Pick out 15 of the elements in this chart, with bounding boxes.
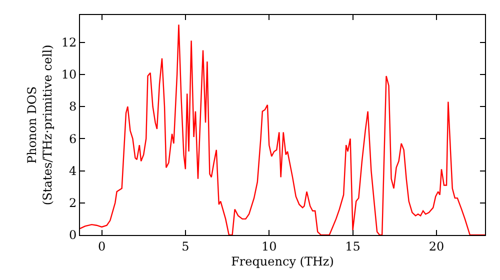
line-series: [80, 24, 485, 235]
x-tick-label: 20: [428, 239, 444, 254]
x-tick-label: 0: [98, 239, 106, 254]
x-tick-label: 10: [261, 239, 277, 254]
x-axis-title: Frequency (THz): [231, 254, 334, 268]
y-tick-label: 12: [61, 36, 77, 50]
y-tick-label: 4: [68, 164, 77, 178]
y-tick-label: 0: [68, 228, 77, 242]
y-tick-label: 2: [68, 196, 77, 210]
x-tick-label: 5: [182, 239, 190, 254]
y-tick-label: 10: [61, 68, 77, 82]
y-tick-label: 8: [68, 100, 77, 114]
x-tick-label: 15: [345, 239, 360, 254]
y-axis-title: Phonon DOS (States/THz·primitive cell): [25, 44, 55, 206]
y-tick-label: 6: [68, 132, 77, 146]
